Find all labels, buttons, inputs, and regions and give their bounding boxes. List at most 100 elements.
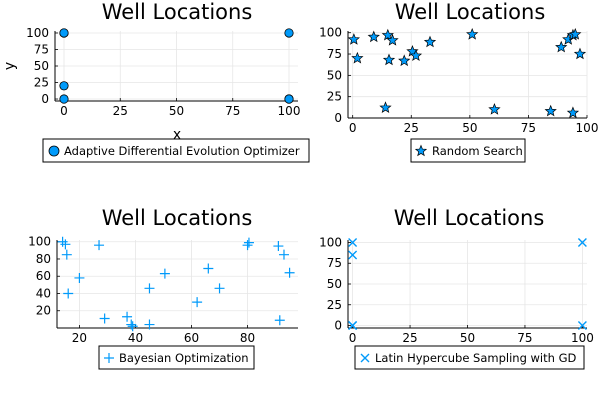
y-tick-label: 25 xyxy=(327,90,342,104)
legend: Random Search xyxy=(410,138,526,163)
data-point xyxy=(57,236,68,247)
legend: Adaptive Differential Evolution Optimize… xyxy=(42,138,310,163)
plot-area: 0 25 50 75 100 0 25 50 75 100 xyxy=(319,26,598,135)
data-point xyxy=(94,240,105,251)
legend-marker-glyph xyxy=(360,353,370,363)
data-point xyxy=(398,54,411,67)
legend-label: Adaptive Differential Evolution Optimize… xyxy=(64,144,300,158)
data-point xyxy=(144,283,155,294)
x-tick-label: 20 xyxy=(72,331,87,345)
data-point xyxy=(60,239,71,250)
data-point xyxy=(386,33,399,46)
panel-title: Well Locations xyxy=(395,0,546,24)
x-tick-label: 0 xyxy=(349,121,357,135)
data-point xyxy=(351,51,364,64)
x-tick-label: 0 xyxy=(60,104,68,118)
legend-label: Latin Hypercube Sampling with GD xyxy=(375,351,576,365)
plot-area: 20 40 60 80 20 40 60 80 100 xyxy=(28,235,298,345)
y-tick-label: 50 xyxy=(327,68,342,82)
data-point xyxy=(59,94,69,104)
legend-marker-cross xyxy=(360,353,370,363)
data-point xyxy=(278,249,289,260)
x-tick-label: 60 xyxy=(184,331,199,345)
legend-marker-glyph xyxy=(48,145,60,157)
data-point xyxy=(423,35,437,48)
data-point xyxy=(577,321,587,331)
legend-label: Random Search xyxy=(432,144,523,158)
y-tick-label: 0 xyxy=(334,319,342,333)
x-tick-label: 50 xyxy=(460,331,475,345)
x-tick-label: 80 xyxy=(240,331,255,345)
y-tick-label: 50 xyxy=(327,277,342,291)
panel-bayesian: Well Locations 20 40 60 80 20 40 60 80 100 Bayes… xyxy=(28,206,298,370)
x-tick-label: 0 xyxy=(349,331,357,345)
data-point xyxy=(61,249,72,260)
y-tick-label: 20 xyxy=(36,304,51,318)
y-tick-label: 40 xyxy=(36,286,51,300)
data-point xyxy=(348,321,358,331)
x-tick-label: 75 xyxy=(225,104,240,118)
data-point xyxy=(159,268,170,279)
legend-marker-glyph xyxy=(414,144,428,157)
data-point xyxy=(544,104,557,117)
x-tick-label: 25 xyxy=(113,104,128,118)
legend-box xyxy=(42,138,310,163)
x-tick-label: 50 xyxy=(169,104,184,118)
x-tick-label: 40 xyxy=(128,331,143,345)
data-point xyxy=(192,297,203,308)
plot-area: 0 25 50 75 100 0 25 50 75 100 xyxy=(319,235,594,345)
legend: Bayesian Optimization xyxy=(98,345,255,370)
data-point xyxy=(382,53,396,66)
legend-marker-circle xyxy=(48,145,60,157)
y-tick-label: 75 xyxy=(327,47,342,61)
legend-marker-glyph xyxy=(104,353,114,363)
legend-box xyxy=(98,345,255,370)
y-tick-label: 100 xyxy=(319,26,342,40)
legend-box xyxy=(354,345,585,370)
data-point xyxy=(126,319,137,330)
data-point xyxy=(144,319,155,330)
y-tick-label: 25 xyxy=(327,298,342,312)
data-point xyxy=(381,28,394,41)
data-point xyxy=(242,240,253,251)
data-point xyxy=(203,263,214,274)
data-point xyxy=(367,30,380,43)
data-point xyxy=(273,241,284,252)
x-axis-label: x xyxy=(173,127,181,143)
x-tick-label: 25 xyxy=(402,331,417,345)
data-point xyxy=(284,94,294,104)
data-point xyxy=(347,33,360,45)
x-tick-label: 50 xyxy=(462,121,477,135)
plot-area: 0 25 50 75 100 0 25 50 75 100 xyxy=(26,26,300,118)
y-axis-label: y xyxy=(2,62,18,70)
y-tick-label: 75 xyxy=(34,42,49,56)
data-point xyxy=(127,321,138,332)
data-point xyxy=(348,250,358,260)
legend-marker-plus xyxy=(104,353,114,363)
legend-label: Bayesian Optimization xyxy=(119,351,249,365)
x-tick-label: 75 xyxy=(521,121,536,135)
legend-marker-star xyxy=(414,144,428,157)
y-tick-label: 80 xyxy=(36,252,51,266)
x-tick-label: 100 xyxy=(576,121,599,135)
data-point xyxy=(488,103,501,115)
data-point xyxy=(59,81,69,91)
data-point xyxy=(573,47,587,60)
data-point xyxy=(409,49,423,61)
data-point xyxy=(63,288,74,299)
data-point xyxy=(348,237,358,247)
y-tick-label: 25 xyxy=(34,76,49,90)
data-point xyxy=(566,106,580,119)
data-point xyxy=(466,27,479,40)
data-point xyxy=(243,237,254,248)
data-point xyxy=(379,101,392,113)
y-tick-label: 50 xyxy=(34,59,49,73)
y-tick-label: 100 xyxy=(319,235,342,249)
y-tick-label: 0 xyxy=(334,111,342,125)
panel-title: Well Locations xyxy=(394,206,545,230)
panel-random-search: Well Locations 0 25 50 75 100 0 25 50 75 100 Rand… xyxy=(319,0,598,163)
y-tick-label: 60 xyxy=(36,269,51,283)
panel-title: Well Locations xyxy=(102,0,253,24)
x-tick-label: 25 xyxy=(404,121,419,135)
